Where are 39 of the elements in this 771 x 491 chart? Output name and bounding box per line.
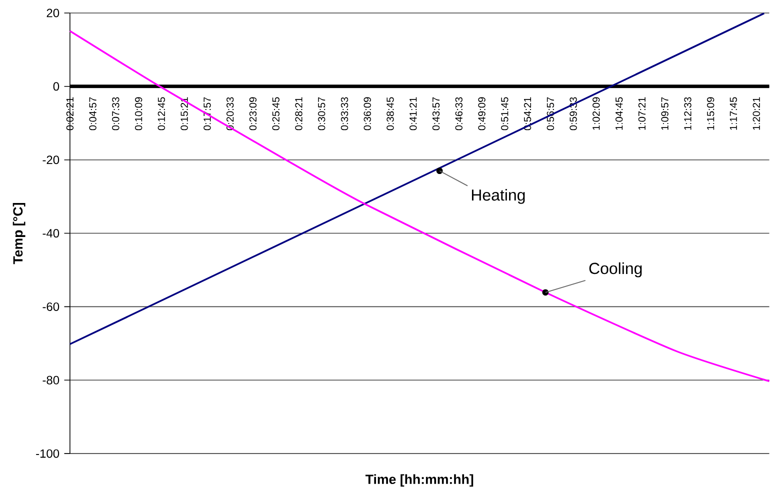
- y-axis-title: Temp [°C]: [12, 202, 26, 264]
- x-tick-label: 0:30:57: [318, 97, 326, 130]
- y-tick-label: -40: [42, 228, 60, 238]
- x-tick-label: 0:02:21: [66, 97, 74, 130]
- y-tick-label: -20: [42, 156, 60, 164]
- y-tick-label: -60: [42, 302, 60, 311]
- x-tick-label: 0:07:33: [112, 97, 120, 130]
- x-tick-label: 1:07:21: [638, 97, 646, 130]
- x-tick-label: 0:20:33: [226, 97, 234, 130]
- x-tick-label: 0:17:57: [204, 97, 211, 130]
- x-tick-label: 0:23:09: [249, 97, 257, 130]
- x-tick-label: 0:41:21: [410, 97, 417, 130]
- annotation: Heating: [472, 188, 525, 204]
- x-tick-label: 0:49:09: [478, 97, 486, 130]
- x-tick-label: 1:17:45: [730, 97, 738, 130]
- x-tick-label: 0:28:21: [295, 97, 302, 130]
- x-tick-label: 1:04:45: [615, 97, 623, 130]
- y-tick-label: 20: [46, 8, 60, 18]
- x-tick-label: 0:12:45: [158, 97, 166, 130]
- annotation: Cooling: [589, 262, 642, 278]
- y-tick-label: 0: [53, 82, 60, 91]
- x-tick-label: 0:25:45: [272, 97, 280, 130]
- x-tick-label: 1:20:21: [752, 97, 760, 130]
- x-tick-label: 0:51:45: [501, 97, 508, 130]
- x-tick-label: 1:02:09: [592, 97, 600, 130]
- x-tick-label: 1:09:57: [661, 97, 668, 130]
- x-tick-label: 0:33:33: [340, 97, 348, 130]
- x-tick-label: 0:38:45: [386, 97, 394, 130]
- x-axis-title: Time [hh:mm:hh]: [365, 474, 474, 487]
- y-tick-label: -80: [42, 376, 60, 384]
- x-tick-label: 1:15:09: [707, 97, 714, 130]
- x-tick-label: 0:04:57: [89, 97, 96, 130]
- y-tick-label: -100: [36, 449, 60, 458]
- x-tick-label: 0:43:57: [432, 97, 440, 130]
- x-tick-label: 0:46:33: [455, 97, 462, 130]
- x-tick-label: 0:15:21: [180, 97, 188, 130]
- x-tick-label: 1:12:33: [684, 97, 692, 130]
- x-tick-label: 0:10:09: [134, 97, 142, 130]
- x-tick-label: 0:36:09: [364, 97, 371, 130]
